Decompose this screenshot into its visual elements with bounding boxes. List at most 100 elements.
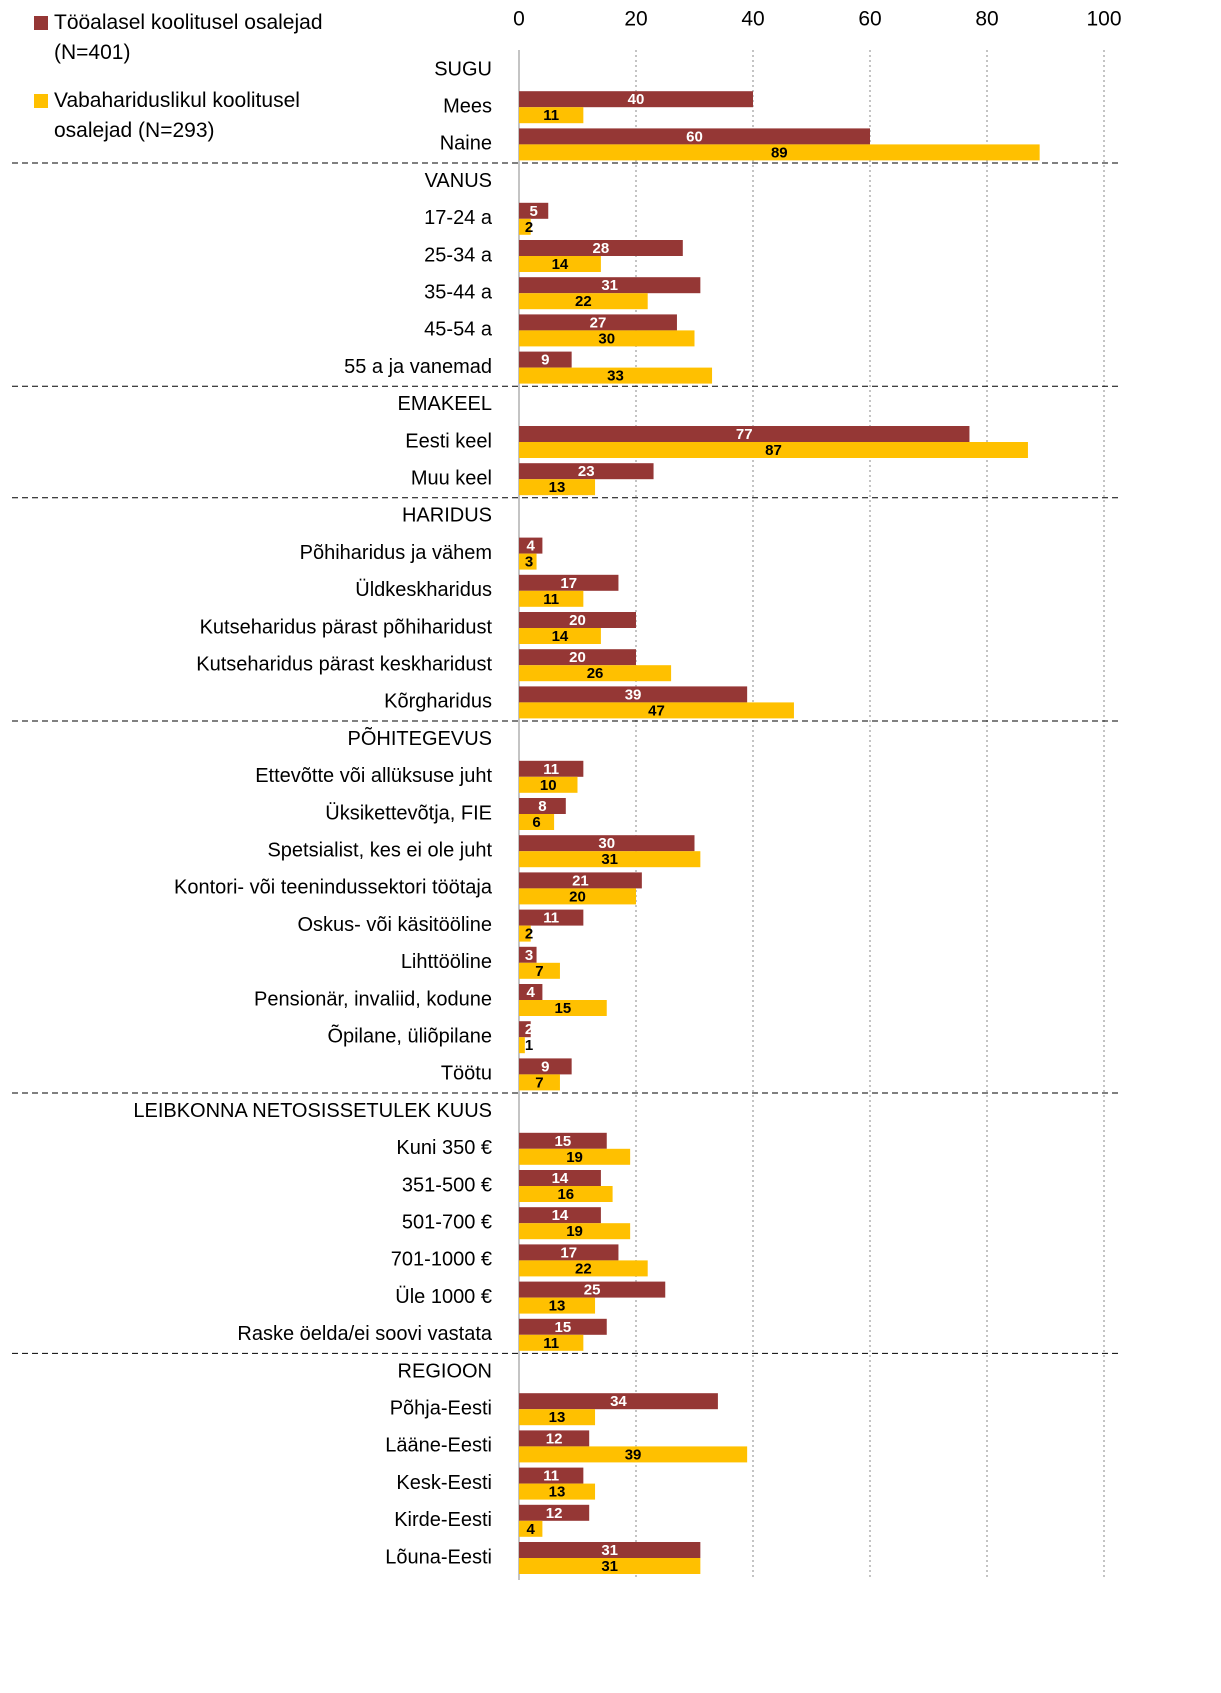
data-label: 20 — [569, 612, 586, 629]
y-tick-label: Muu keel — [411, 467, 492, 489]
data-label: 17 — [560, 575, 577, 592]
data-label: 11 — [543, 761, 559, 778]
data-label: 7 — [535, 1074, 543, 1091]
bar — [519, 144, 1040, 161]
y-tick-label: Üle 1000 € — [395, 1286, 492, 1308]
y-tick-label: Naine — [440, 133, 492, 155]
y-tick-label: HARIDUS — [402, 505, 492, 527]
legend-item: Vabahariduslikul koolitusel osalejad (N=… — [34, 86, 364, 146]
data-label: 11 — [543, 591, 559, 608]
bar — [519, 1223, 631, 1240]
bar — [519, 1430, 590, 1447]
bar — [519, 798, 566, 814]
bar — [519, 91, 753, 108]
data-label: 11 — [543, 1468, 559, 1485]
data-label: 40 — [628, 91, 645, 108]
data-label: 13 — [549, 1298, 566, 1315]
y-tick-label: Kõrgharidus — [384, 691, 492, 713]
data-label: 27 — [590, 314, 607, 331]
data-label: 15 — [555, 1133, 572, 1150]
bar — [519, 665, 672, 682]
data-label: 14 — [552, 1207, 569, 1224]
bar — [519, 1132, 607, 1149]
y-tick-label: Üksikettevõtja, FIE — [325, 802, 492, 824]
y-tick-label: SUGU — [434, 58, 492, 80]
y-tick-label: Raske öelda/ei soovi vastata — [237, 1323, 492, 1345]
bar — [519, 1244, 619, 1261]
y-tick-label: Mees — [443, 95, 492, 117]
data-label: 4 — [527, 538, 536, 555]
y-tick-label: Kutseharidus pärast põhiharidust — [200, 616, 493, 638]
bar — [519, 218, 531, 235]
y-tick-label: Lääne-Eesti — [385, 1435, 492, 1457]
data-label: 3 — [525, 947, 533, 964]
data-label: 10 — [540, 777, 557, 794]
bar — [519, 1318, 607, 1335]
data-label: 2 — [525, 219, 533, 236]
data-label: 8 — [538, 798, 546, 815]
data-label: 22 — [575, 1260, 592, 1277]
bar — [519, 1467, 584, 1484]
data-label: 19 — [566, 1223, 583, 1240]
y-tick-label: Põhja-Eesti — [390, 1397, 492, 1419]
y-tick-label: 701-1000 € — [391, 1249, 492, 1271]
legend-swatch — [34, 94, 48, 108]
legend-label: Tööalasel koolitusel osalejad (N=401) — [54, 11, 323, 64]
legend-swatch — [34, 16, 48, 30]
y-tick-label: Üldkeskharidus — [355, 579, 492, 601]
data-label: 31 — [601, 851, 618, 868]
bar — [519, 1504, 590, 1521]
y-tick-label: LEIBKONNA NETOSISSETULEK KUUS — [133, 1100, 492, 1122]
data-label: 9 — [541, 352, 549, 369]
y-tick-label: 501-700 € — [402, 1211, 492, 1233]
y-tick-label: Lihttööline — [401, 951, 492, 973]
data-label: 28 — [593, 240, 610, 257]
y-tick-label: 55 a ja vanemad — [344, 356, 492, 378]
y-tick-label: 45-54 a — [424, 319, 493, 341]
data-label: 31 — [601, 277, 618, 294]
bar — [519, 1000, 607, 1016]
bar — [519, 107, 584, 124]
y-tick-label: 351-500 € — [402, 1174, 492, 1196]
data-label: 21 — [572, 872, 589, 889]
y-tick-label: 35-44 a — [424, 281, 493, 303]
bar — [519, 1170, 601, 1186]
data-label: 13 — [549, 479, 566, 496]
x-tick-label: 40 — [741, 8, 764, 31]
data-label: 60 — [686, 128, 703, 145]
bar — [519, 888, 636, 905]
bar — [519, 1186, 613, 1202]
bar — [519, 426, 970, 442]
bar — [519, 1393, 718, 1410]
y-tick-label: Kesk-Eesti — [396, 1472, 492, 1494]
bar — [519, 1297, 596, 1314]
bar — [519, 1409, 596, 1426]
x-tick-label: 80 — [975, 8, 998, 31]
data-label: 17 — [560, 1244, 577, 1261]
data-label: 15 — [555, 1000, 572, 1017]
x-tick-label: 0 — [513, 8, 525, 31]
data-label: 6 — [532, 814, 540, 831]
data-label: 15 — [555, 1319, 572, 1336]
data-label: 11 — [543, 107, 559, 124]
data-label: 5 — [529, 203, 537, 220]
data-label: 2 — [525, 926, 533, 943]
data-label: 47 — [648, 702, 665, 719]
data-label: 77 — [736, 426, 753, 443]
bar — [519, 128, 870, 145]
bar — [519, 574, 619, 591]
bar — [519, 1074, 560, 1091]
y-tick-label: Spetsialist, kes ei ole juht — [267, 839, 492, 861]
x-tick-label: 100 — [1086, 8, 1121, 31]
bar — [519, 872, 642, 889]
y-tick-label: PÕHITEGEVUS — [348, 726, 492, 750]
data-label: 23 — [578, 463, 595, 480]
bar — [519, 984, 543, 1000]
bar — [519, 1520, 543, 1537]
bar — [519, 909, 584, 926]
bar — [519, 293, 648, 310]
data-label: 14 — [552, 1170, 569, 1187]
bar — [519, 851, 701, 868]
y-tick-label: Kutseharidus pärast keskharidust — [196, 653, 492, 675]
bar — [519, 1483, 596, 1500]
